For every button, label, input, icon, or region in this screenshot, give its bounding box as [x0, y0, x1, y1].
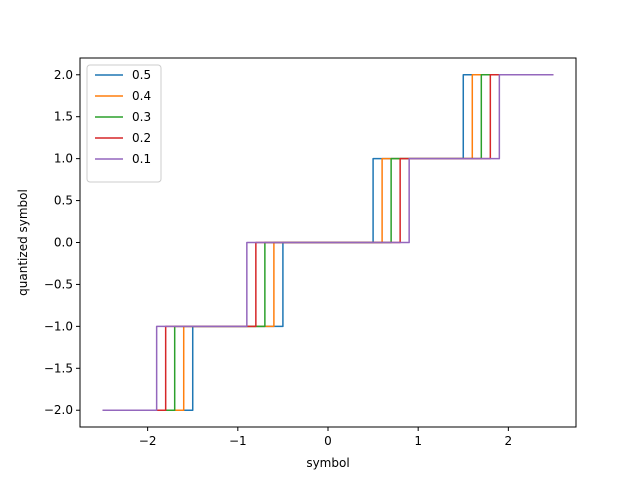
y-tick-label: −1.5 [44, 361, 73, 375]
y-tick-label: 0.5 [54, 194, 73, 208]
y-tick-label: 0.0 [54, 236, 73, 250]
x-tick-label: 0 [324, 434, 332, 448]
x-axis: −2 −1 0 1 2 [139, 427, 512, 448]
legend-label: 0.1 [132, 152, 151, 166]
x-tick-label: −1 [229, 434, 247, 448]
y-tick-label: 1.5 [54, 110, 73, 124]
series-line-0.1 [102, 74, 554, 411]
legend-label: 0.5 [132, 68, 151, 82]
y-tick-label: 2.0 [54, 68, 73, 82]
legend: 0.5 0.4 0.3 0.2 0.1 [86, 64, 162, 183]
legend-label: 0.2 [132, 131, 151, 145]
x-axis-label: symbol [306, 456, 349, 470]
x-tick-label: 2 [505, 434, 513, 448]
x-tick-label: 1 [414, 434, 422, 448]
y-tick-label: 1.0 [54, 152, 73, 166]
y-tick-label: −2.0 [44, 403, 73, 417]
plot-area [102, 74, 554, 411]
legend-label: 0.3 [132, 110, 151, 124]
y-tick-label: −1.0 [44, 319, 73, 333]
legend-label: 0.4 [132, 89, 151, 103]
x-tick-label: −2 [139, 434, 157, 448]
y-axis-label: quantized symbol [16, 189, 30, 296]
y-tick-label: −0.5 [44, 277, 73, 291]
y-axis: −2.0 −1.5 −1.0 −0.5 0.0 0.5 1.0 1.5 2.0 [44, 68, 80, 417]
legend-box [86, 64, 162, 183]
